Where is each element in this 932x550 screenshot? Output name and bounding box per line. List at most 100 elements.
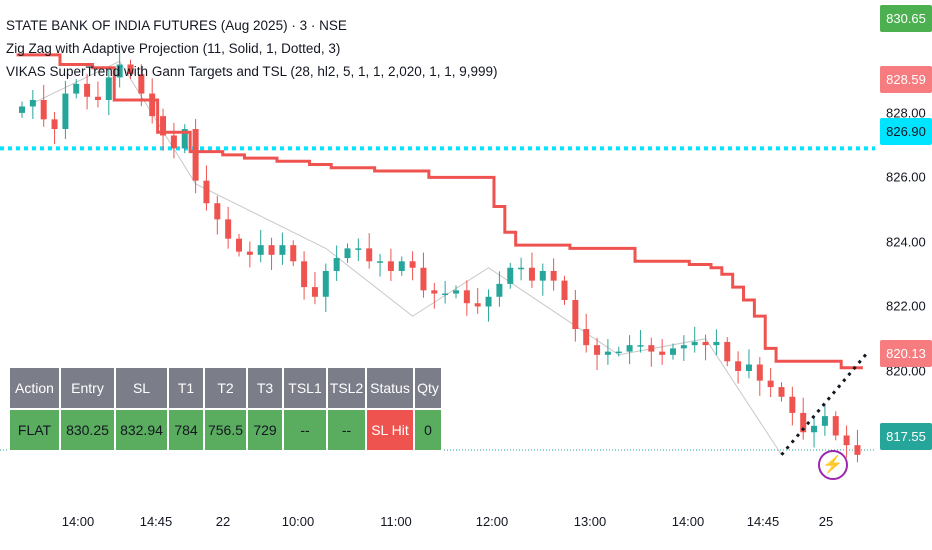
candle-body xyxy=(160,116,167,136)
candle-body xyxy=(453,290,459,294)
candle-body xyxy=(843,435,850,446)
candle-body xyxy=(800,412,807,433)
candle-body xyxy=(431,290,438,294)
candle-body xyxy=(225,219,232,239)
candle-body xyxy=(366,248,373,262)
candle-body xyxy=(485,296,492,307)
candle xyxy=(40,84,47,127)
price-tag-level: 826.90 xyxy=(880,118,932,145)
cell-entry: 830.25 xyxy=(59,408,116,452)
candle xyxy=(333,245,340,281)
candle-body xyxy=(84,83,91,97)
header-qty: Qty xyxy=(413,366,443,410)
y-tick-label: 828.00 xyxy=(886,105,926,121)
header-sl: SL xyxy=(114,366,169,410)
candle-body xyxy=(149,93,156,117)
candle xyxy=(778,382,785,402)
candle xyxy=(366,233,373,269)
candle-body xyxy=(463,290,470,304)
candle xyxy=(843,425,850,458)
candle-body xyxy=(355,248,362,250)
trade-table: Action Entry SL T1 T2 T3 TSL1 TSL2 Statu… xyxy=(8,366,443,452)
candle-body xyxy=(713,341,720,346)
candle xyxy=(518,257,525,281)
supertrend-indicator-label[interactable]: VIKAS SuperTrend with Gann Targets and T… xyxy=(6,64,498,79)
cell-tsl2: -- xyxy=(326,408,367,452)
candle-body xyxy=(116,64,123,78)
candle-body xyxy=(387,261,394,271)
x-tick-label: 12:00 xyxy=(475,514,509,529)
candle-body xyxy=(268,245,275,255)
candle-body xyxy=(702,341,709,346)
candle xyxy=(745,349,752,379)
candle-body xyxy=(192,129,199,181)
candle xyxy=(236,233,242,257)
candle-body xyxy=(398,261,405,271)
candle xyxy=(594,337,601,370)
trade-table-row: FLAT 830.25 832.94 784 756.5 729 -- -- S… xyxy=(8,408,443,452)
candle-body xyxy=(105,77,112,100)
candle-body xyxy=(40,100,47,120)
candle-body xyxy=(745,364,752,371)
candle xyxy=(94,81,101,108)
candle-body xyxy=(311,287,318,297)
candle xyxy=(377,253,384,277)
candle xyxy=(257,230,264,263)
candle xyxy=(626,335,633,365)
cell-t3: 729 xyxy=(246,408,284,452)
candle-body xyxy=(583,329,590,346)
candle xyxy=(648,337,655,367)
x-tick-label: 14:00 xyxy=(671,514,705,529)
candle-body xyxy=(333,258,340,271)
candle-body xyxy=(246,251,253,255)
candle-body xyxy=(615,351,622,354)
candle-body xyxy=(561,280,568,300)
candle xyxy=(420,252,427,298)
header-tsl2: TSL2 xyxy=(326,366,367,410)
candle-body xyxy=(203,180,210,204)
candle xyxy=(279,232,286,265)
candle-body xyxy=(789,396,796,413)
candle-body xyxy=(420,267,427,291)
candle xyxy=(301,251,308,300)
candle xyxy=(604,339,611,365)
candle-body xyxy=(19,106,25,113)
candle-body xyxy=(474,303,481,307)
zigzag-indicator-label[interactable]: Zig Zag with Adaptive Projection (11, So… xyxy=(6,41,341,56)
candle-body xyxy=(648,345,655,352)
candle xyxy=(355,238,362,261)
candle-body xyxy=(62,93,69,130)
y-tick-label: 822.00 xyxy=(886,298,926,314)
candle xyxy=(246,241,253,268)
candle-body xyxy=(214,203,221,220)
x-tick-label: 22 xyxy=(215,514,231,529)
candle xyxy=(550,258,557,291)
candle xyxy=(713,329,720,356)
chart-legend: STATE BANK OF INDIA FUTURES (Aug 2025) ·… xyxy=(6,14,498,83)
candle xyxy=(170,122,177,159)
candle xyxy=(181,124,188,154)
candle-body xyxy=(670,348,676,355)
candle xyxy=(62,80,69,140)
candle-body xyxy=(496,283,503,297)
candle-body xyxy=(507,267,514,284)
header-entry: Entry xyxy=(59,366,116,410)
candle xyxy=(659,339,666,365)
cell-tsl1: -- xyxy=(282,408,328,452)
x-tick-label: 25 xyxy=(818,514,834,529)
candle-body xyxy=(778,387,785,397)
candle-body xyxy=(322,270,329,297)
candle xyxy=(561,275,568,305)
candle xyxy=(409,251,416,281)
candle xyxy=(116,51,123,88)
header-t3: T3 xyxy=(246,366,284,410)
cell-action: FLAT xyxy=(8,408,61,452)
symbol-title[interactable]: STATE BANK OF INDIA FUTURES (Aug 2025) ·… xyxy=(6,18,347,33)
candle xyxy=(800,397,807,440)
candle xyxy=(507,262,514,289)
candle-body xyxy=(528,267,535,281)
lightning-bolt-icon[interactable]: ⚡ xyxy=(818,450,848,480)
candle xyxy=(583,313,590,353)
candle xyxy=(637,330,644,353)
